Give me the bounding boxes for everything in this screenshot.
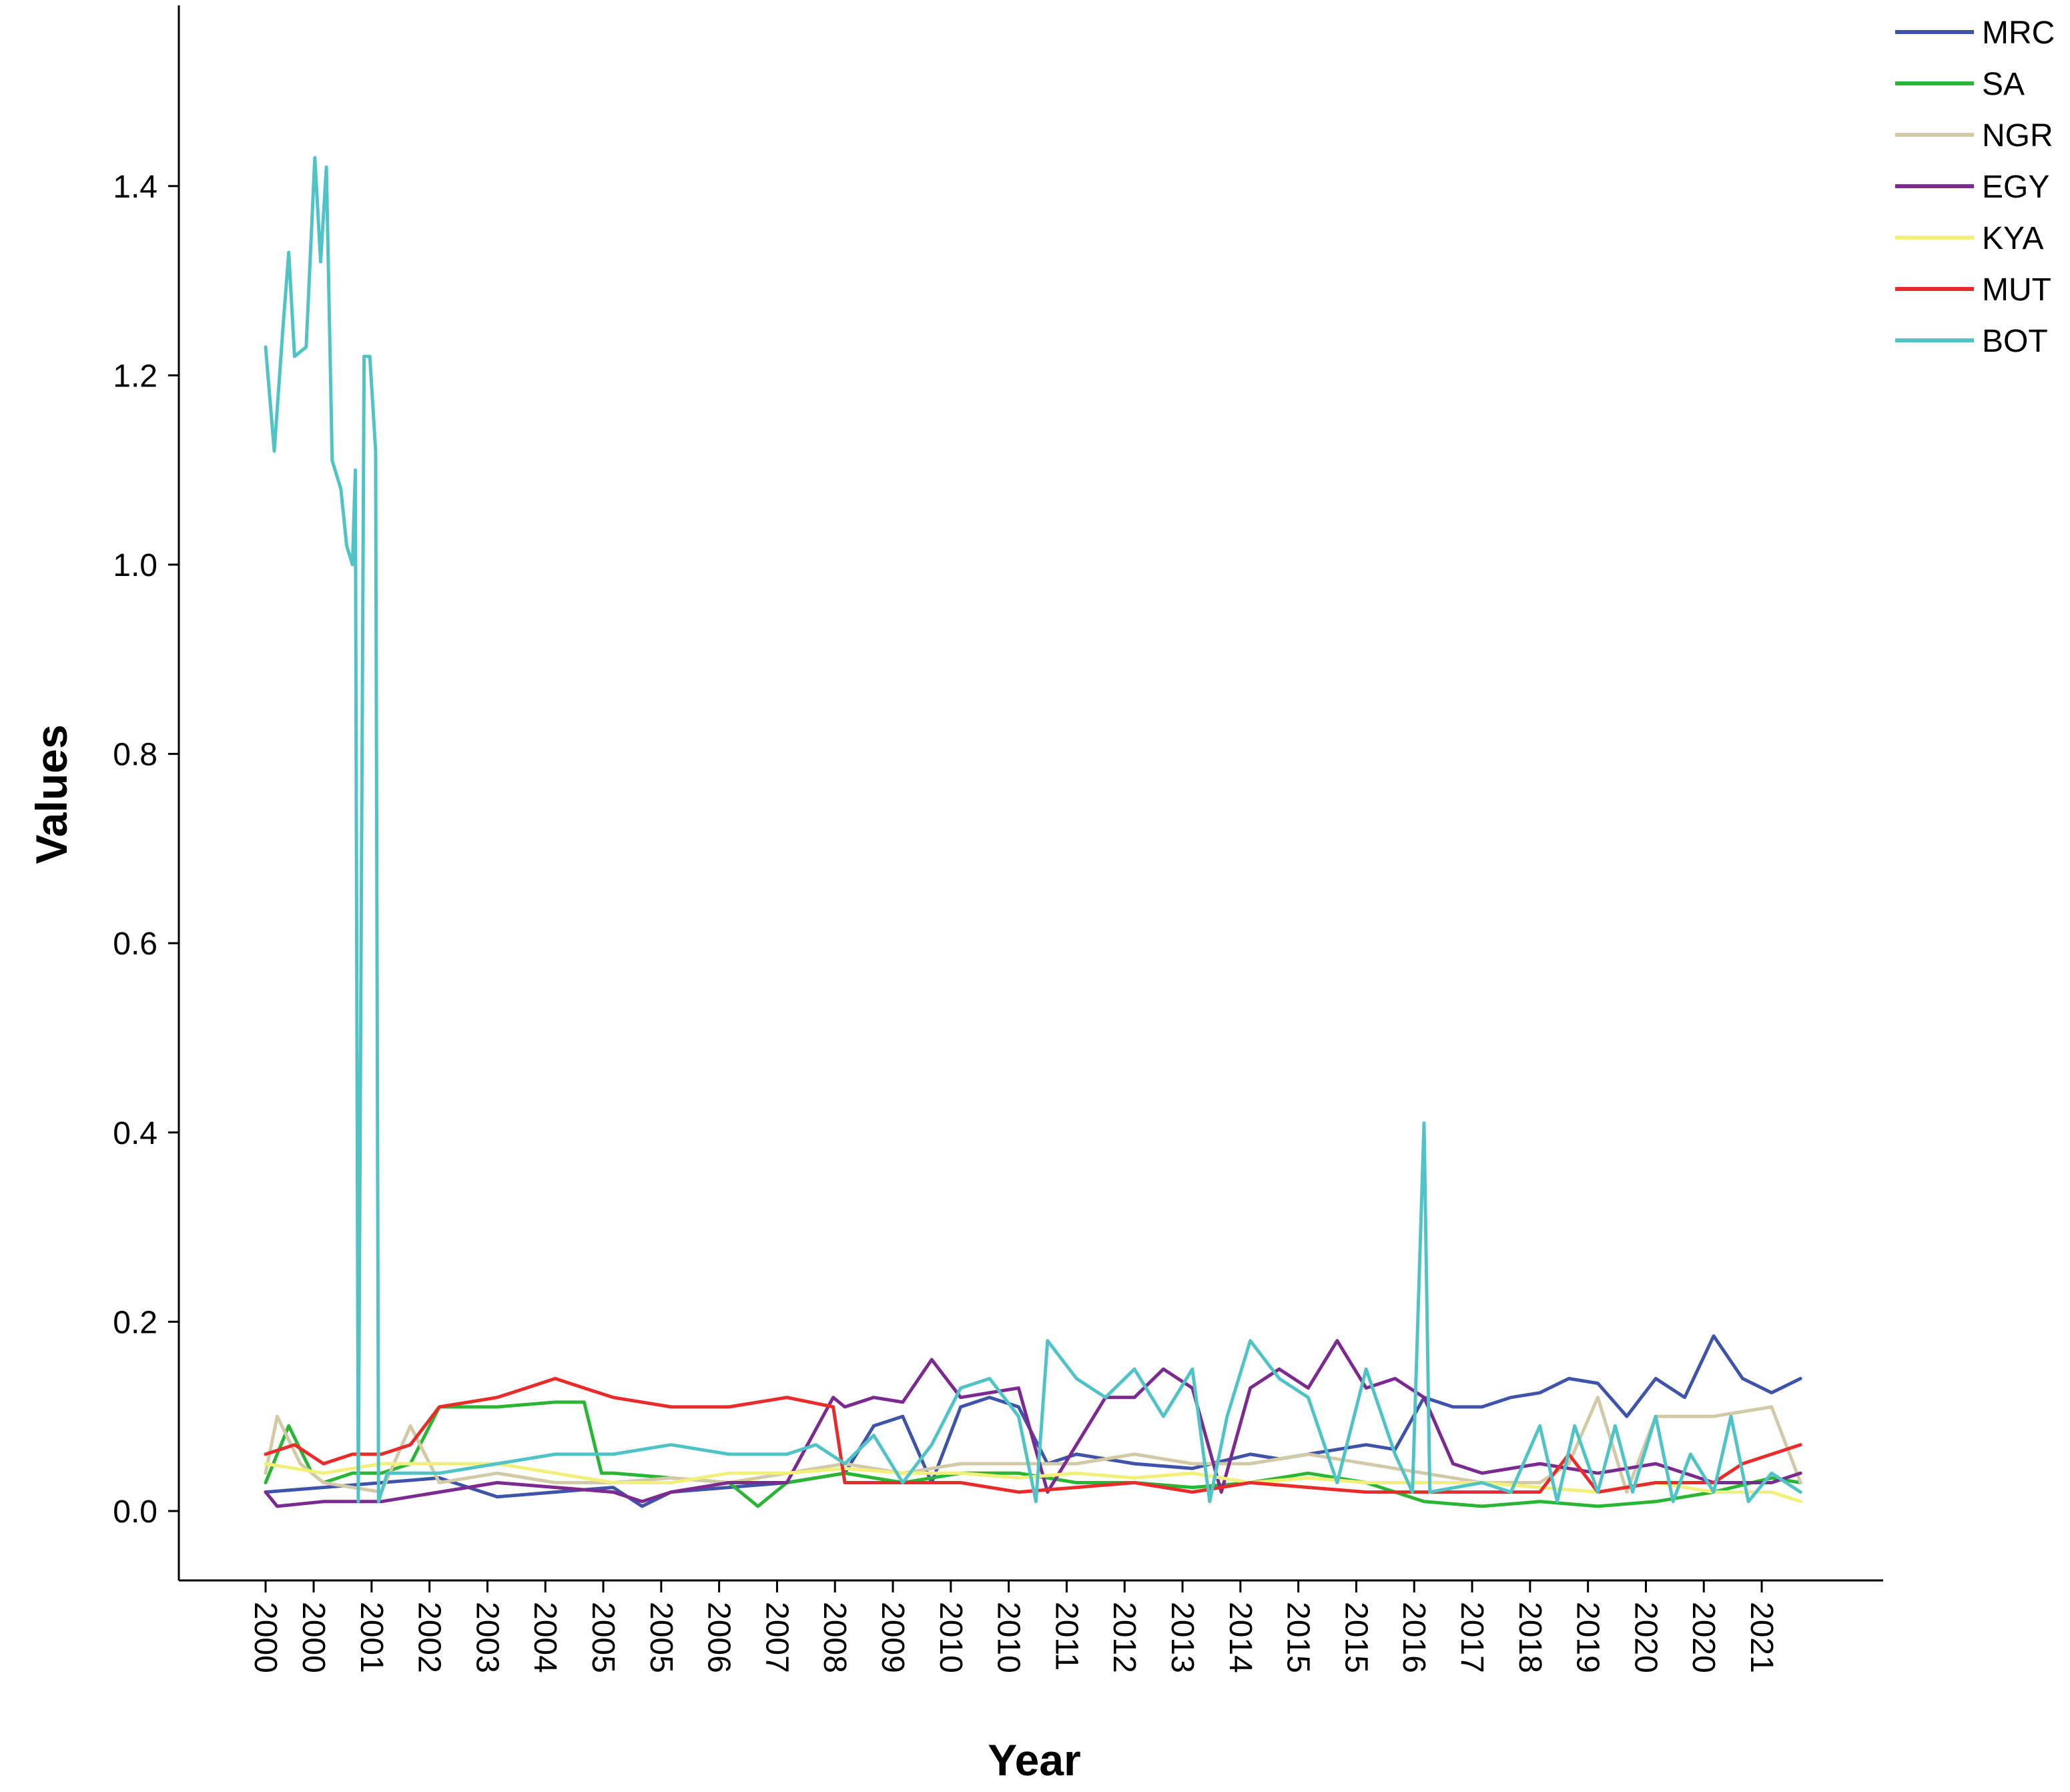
x-tick-label: 2006 — [701, 1602, 737, 1673]
legend-label: KYA — [1982, 221, 2043, 256]
x-tick-label: 2018 — [1512, 1602, 1547, 1673]
legend-label: BOT — [1982, 324, 2048, 359]
x-tick-label: 2005 — [585, 1602, 621, 1673]
legend-label: EGY — [1982, 170, 2049, 205]
x-tick-label: 2007 — [759, 1602, 794, 1673]
x-axis-title: Year — [988, 1735, 1080, 1785]
series-line-kya — [264, 1462, 1802, 1504]
x-ticks: 2000 2000 2001 2002 2003 2004 2005 2005 2006 2007… — [248, 1580, 1779, 1673]
x-tick-label: 2010 — [933, 1602, 968, 1673]
legend-label: MRC — [1982, 15, 2055, 51]
y-tick-label: 0.0 — [113, 1494, 157, 1530]
x-tick-label: 2015 — [1281, 1602, 1316, 1673]
series-line-egy — [264, 1339, 1802, 1508]
y-tick-label: 0.6 — [113, 926, 157, 962]
series-line-bot — [264, 156, 1802, 1504]
x-tick-label: 2000 — [296, 1602, 331, 1673]
x-tick-label: 2012 — [1106, 1602, 1142, 1673]
series-line-mut — [264, 1377, 1802, 1494]
x-tick-label: 2003 — [469, 1602, 504, 1673]
x-tick-label: 2013 — [1164, 1602, 1200, 1673]
legend: MRC SA NGR EGY KYA MUT BOT — [1895, 15, 2055, 359]
y-tick-label: 0.8 — [113, 737, 157, 773]
y-tick-label: 1.2 — [113, 358, 157, 394]
x-tick-label: 2019 — [1570, 1602, 1606, 1673]
legend-label: NGR — [1982, 118, 2053, 154]
x-tick-label: 2005 — [643, 1602, 679, 1673]
x-tick-label: 2020 — [1686, 1602, 1721, 1673]
x-tick-label: 2015 — [1338, 1602, 1373, 1673]
y-tick-label: 1.4 — [113, 170, 157, 205]
axes — [178, 5, 1883, 1582]
y-tick-label: 1.0 — [113, 548, 157, 583]
x-tick-label: 2017 — [1454, 1602, 1489, 1673]
x-tick-label: 2009 — [875, 1602, 910, 1673]
x-tick-label: 2001 — [354, 1602, 389, 1673]
series-line-mrc — [264, 1334, 1802, 1508]
y-ticks: 0.0 0.2 0.4 0.6 0.8 1.0 1.2 1.4 — [113, 170, 179, 1530]
x-tick-label: 2004 — [527, 1602, 563, 1673]
x-tick-label: 2016 — [1396, 1602, 1431, 1673]
x-tick-label: 2011 — [1048, 1602, 1084, 1671]
legend-label: MUT — [1982, 272, 2051, 308]
x-tick-label: 2021 — [1744, 1602, 1779, 1673]
series-line-ngr — [264, 1396, 1802, 1494]
x-tick-label: 2020 — [1628, 1602, 1663, 1673]
x-tick-label: 2002 — [412, 1602, 447, 1673]
y-axis-title: Values — [27, 724, 76, 864]
legend-label: SA — [1982, 67, 2025, 102]
series-lines — [264, 156, 1802, 1508]
y-tick-label: 0.4 — [113, 1116, 157, 1151]
x-tick-label: 2000 — [248, 1602, 283, 1673]
x-tick-label: 2008 — [817, 1602, 852, 1673]
x-tick-label: 2010 — [991, 1602, 1026, 1673]
y-tick-label: 0.2 — [113, 1305, 157, 1340]
x-tick-label: 2014 — [1223, 1602, 1258, 1673]
